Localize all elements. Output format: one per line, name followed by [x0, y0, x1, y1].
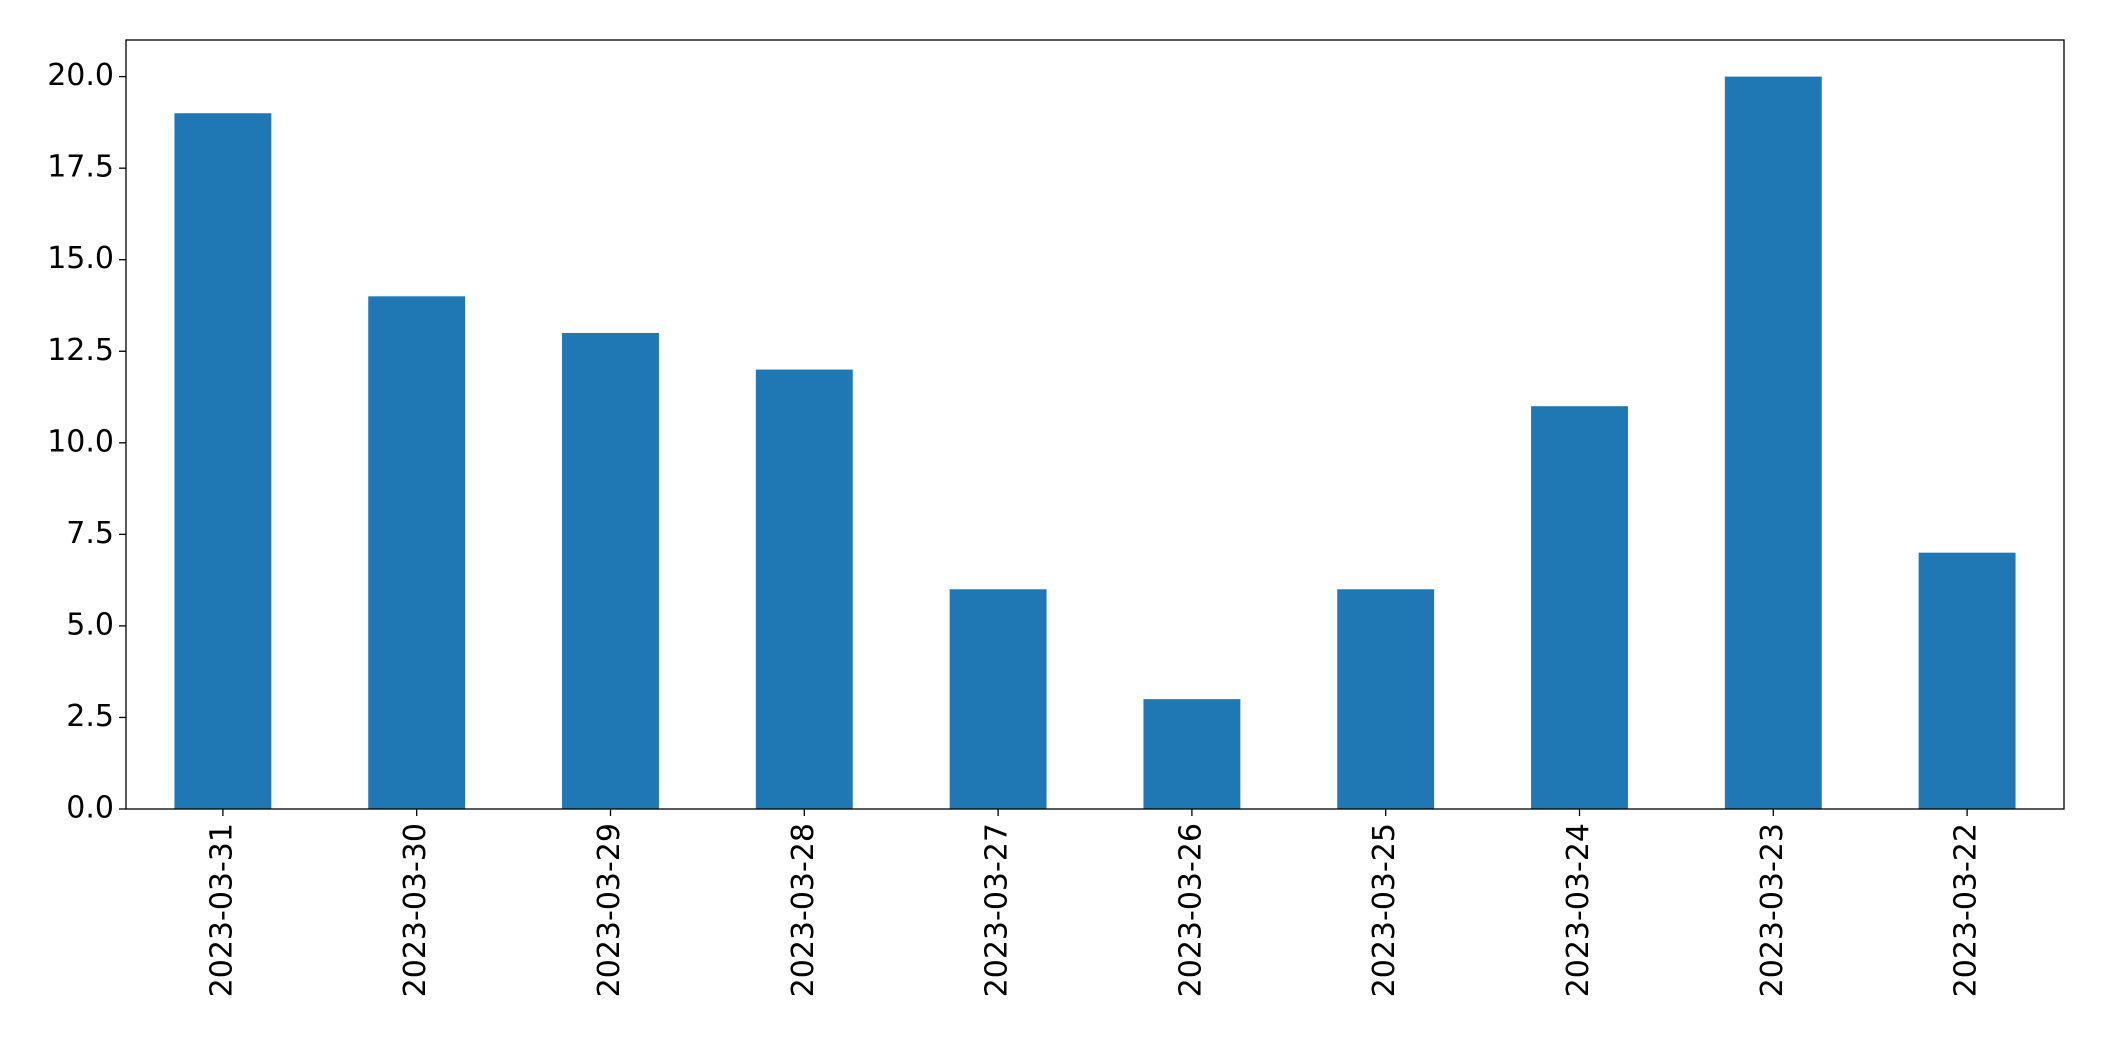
bar [174, 113, 272, 809]
bar [1724, 76, 1822, 810]
y-tick-label: 15.0 [47, 241, 114, 276]
x-tick-label: 2023-03-24 [1561, 823, 1596, 997]
bar [1531, 406, 1628, 809]
x-tick-label: 2023-03-30 [398, 823, 433, 997]
y-tick-label: 12.5 [47, 333, 114, 368]
x-tick-label: 2023-03-31 [204, 823, 239, 997]
y-tick-label: 10.0 [47, 424, 114, 459]
bar [755, 369, 853, 809]
y-tick-label: 2.5 [66, 699, 114, 734]
x-tick-label: 2023-03-23 [1755, 823, 1790, 997]
x-tick-label: 2023-03-26 [1173, 823, 1208, 997]
x-tick-label: 2023-03-29 [592, 823, 627, 997]
bar [368, 296, 466, 809]
bar [562, 332, 659, 809]
bar [1143, 699, 1241, 809]
x-tick-label: 2023-03-25 [1367, 823, 1402, 997]
bar [1337, 589, 1435, 809]
y-tick-label: 20.0 [47, 58, 114, 93]
bar [1918, 552, 2016, 809]
x-tick-label: 2023-03-28 [786, 823, 821, 997]
bar [949, 589, 1047, 809]
y-tick-label: 17.5 [47, 150, 114, 185]
x-tick-label: 2023-03-27 [980, 823, 1015, 997]
y-tick-label: 0.0 [66, 791, 114, 826]
y-tick-label: 7.5 [66, 516, 114, 551]
y-tick-label: 5.0 [66, 607, 114, 642]
x-tick-label: 2023-03-22 [1949, 823, 1984, 997]
plot-frame [125, 39, 2065, 810]
